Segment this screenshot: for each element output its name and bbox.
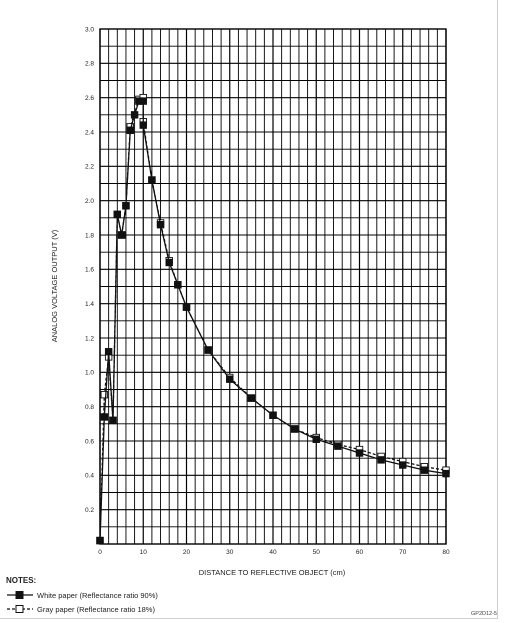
figure-code: GP2D12-5: [471, 611, 497, 617]
x-tick-label: 30: [226, 549, 234, 556]
y-tick-label: 1.2: [85, 335, 94, 342]
data-point-white: [247, 394, 256, 402]
axes: 0 10 20 30 40 50 60 70 80 0.2 0.4 0.6 0.8 1.0 1.2 1.4 1.…: [85, 26, 450, 556]
x-tick-label: 70: [399, 549, 407, 556]
y-tick-label: 2.6: [85, 95, 94, 102]
data-point-white: [139, 97, 147, 105]
data-point-white: [113, 210, 122, 219]
x-tick-label: 60: [356, 549, 364, 556]
y-tick-label: 0.8: [85, 404, 94, 411]
x-tick-label: 50: [313, 549, 321, 556]
legend-white-marker-icon: [7, 591, 33, 599]
y-tick-label: 0.2: [85, 507, 94, 514]
data-point-white: [269, 411, 277, 419]
y-tick-label: 0.4: [85, 473, 94, 480]
legend-gray-paper: Gray paper (Reflectance ratio 18%): [6, 603, 155, 615]
data-point-white: [226, 375, 234, 383]
data-point-white: [290, 425, 299, 433]
series-layer: [96, 93, 450, 545]
y-axis-label: ANALOG VOLTAGE OUTPUT (V): [50, 229, 59, 342]
data-point-white: [182, 303, 191, 311]
x-tick-label: 40: [269, 549, 277, 556]
data-point-white: [355, 449, 364, 457]
data-point-white: [104, 348, 113, 356]
y-tick-label: 1.4: [85, 301, 94, 308]
x-tick-label: 0: [98, 549, 102, 556]
x-axis-label: DISTANCE TO REFLECTIVE OBJECT (cm): [199, 568, 346, 577]
data-point-white: [377, 456, 385, 464]
legend-gray-label: Gray paper (Reflectance ratio 18%): [37, 604, 155, 614]
series-white-paper: [96, 97, 450, 545]
data-point-white: [442, 469, 450, 478]
y-tick-label: 0.6: [85, 438, 94, 445]
x-tick-label: 80: [442, 549, 450, 556]
y-tick-label: 2.0: [85, 198, 94, 205]
data-point-white: [399, 461, 407, 469]
data-point-white: [122, 202, 130, 210]
data-point-white: [126, 126, 134, 134]
y-tick-label: 2.2: [85, 164, 94, 171]
y-tick-label: 3.0: [85, 26, 94, 33]
data-point-white: [139, 121, 147, 129]
y-tick-label: 1.8: [85, 232, 94, 239]
data-point-white: [148, 176, 156, 184]
legend-white-label: White paper (Reflectance ratio 90%): [37, 590, 158, 600]
y-tick-label: 2.8: [85, 61, 94, 68]
data-point-white: [334, 442, 342, 450]
grid: [99, 28, 447, 545]
data-point-white: [109, 416, 117, 425]
data-point-white: [165, 258, 173, 267]
notes-title: NOTES:: [6, 576, 37, 585]
data-point-white: [174, 281, 182, 289]
data-point-white: [100, 413, 109, 421]
data-point-white: [204, 346, 212, 354]
data-point-white: [312, 435, 320, 443]
data-point-white: [130, 111, 139, 119]
data-point-white: [96, 536, 104, 545]
legend-gray-marker-icon: [7, 605, 33, 613]
y-tick-label: 1.0: [85, 370, 94, 377]
y-tick-label: 1.6: [85, 267, 94, 274]
data-point-gray: [100, 390, 109, 399]
figure-frame: [0, 0, 498, 619]
y-tick-label: 2.4: [85, 129, 94, 136]
data-point-white: [156, 220, 165, 229]
legend-white-paper: White paper (Reflectance ratio 90%): [6, 589, 158, 601]
x-tick-label: 10: [140, 549, 148, 556]
plot-border: [99, 28, 447, 545]
data-point-white: [420, 466, 429, 474]
data-point-white: [117, 231, 126, 239]
x-tick-label: 20: [183, 549, 191, 556]
